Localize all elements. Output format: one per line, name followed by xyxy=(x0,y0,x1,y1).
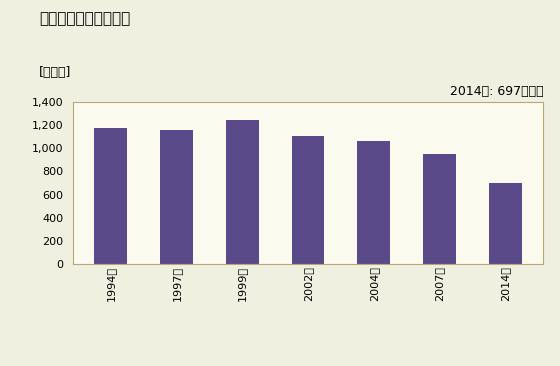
Bar xyxy=(292,136,324,264)
Text: [事業所]: [事業所] xyxy=(39,66,72,79)
Bar xyxy=(423,154,456,264)
Bar xyxy=(489,183,522,264)
Text: 2014年: 697事業所: 2014年: 697事業所 xyxy=(450,85,543,98)
Text: 商業の事業所数の推移: 商業の事業所数の推移 xyxy=(39,11,130,26)
Bar xyxy=(357,141,390,264)
Bar xyxy=(226,120,259,264)
Bar xyxy=(94,128,127,264)
Bar xyxy=(160,130,193,264)
